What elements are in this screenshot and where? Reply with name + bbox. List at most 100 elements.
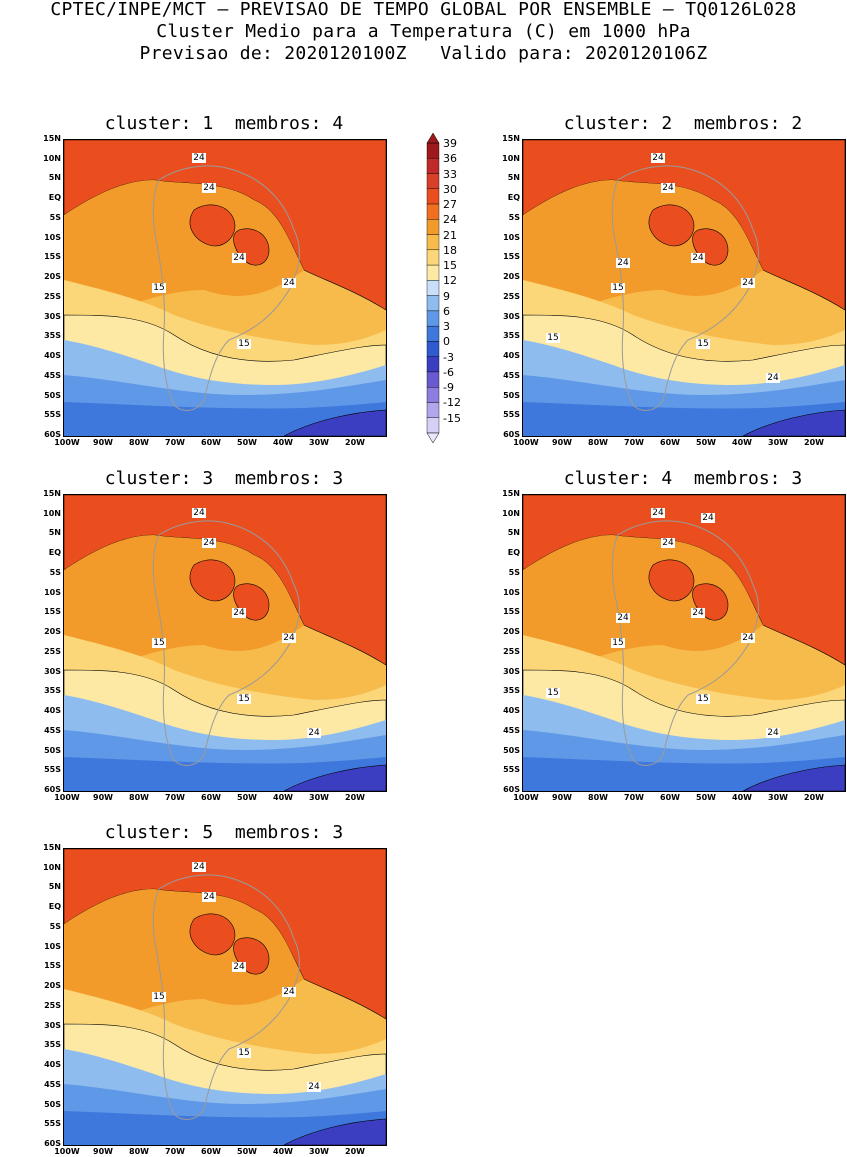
x-tick-label: 80W (129, 793, 149, 802)
contour-label-24: 24 (766, 728, 780, 738)
figure-title-line1: CPTEC/INPE/MCT — PREVISAO DE TEMPO GLOBA… (50, 0, 797, 20)
x-tick-label: 50W (696, 438, 716, 447)
y-tick-label: 35S (44, 686, 61, 696)
svg-text:24: 24 (233, 962, 245, 972)
contour-label-15: 15 (237, 339, 251, 349)
y-tick-label: 60S (503, 430, 520, 439)
y-tick-label: 20S (503, 272, 520, 282)
contour-label-24: 24 (307, 1082, 321, 1092)
svg-text:24: 24 (767, 373, 779, 383)
y-tick-label: 20S (44, 981, 61, 991)
contour-label-15: 15 (237, 1048, 251, 1058)
temperature-map-4: 15 15 15 24 24 24 24 24 24 24 (523, 495, 845, 791)
svg-text:24: 24 (203, 892, 215, 902)
x-tick-label: 100W (54, 438, 80, 447)
colorbar-tick-label: 24 (443, 213, 457, 227)
x-tick-label: 20W (804, 438, 824, 447)
y-tick-label: 50S (44, 745, 61, 755)
x-tick-label: 20W (345, 1147, 365, 1156)
colorbar-swatch (426, 371, 440, 388)
svg-text:24: 24 (193, 153, 205, 163)
y-tick-label: 10S (44, 941, 61, 951)
svg-text:24: 24 (203, 183, 215, 193)
contour-label-24: 24 (651, 153, 665, 163)
colorbar-tick-label: 33 (443, 167, 457, 181)
colorbar-swatch (426, 173, 440, 189)
y-tick-label: 25S (44, 1000, 61, 1010)
contour-label-24: 24 (616, 258, 630, 268)
y-tick-label: 15S (503, 607, 520, 617)
colorbar-tick-label: 12 (443, 274, 457, 288)
svg-text:15: 15 (238, 339, 249, 349)
y-tick-label: 50S (503, 390, 520, 400)
y-tick-label: 40S (44, 351, 61, 361)
x-tick-label: 100W (513, 793, 539, 802)
svg-text:15: 15 (547, 688, 558, 698)
y-tick-label: 5N (48, 173, 61, 183)
y-tick-label: 45S (44, 370, 61, 380)
colorbar-swatch (426, 234, 440, 251)
y-tick-label: 60S (44, 430, 61, 439)
svg-text:15: 15 (153, 638, 164, 648)
y-tick-label: 50S (503, 745, 520, 755)
contour-label-24: 24 (282, 278, 296, 288)
x-tick-label: 30W (768, 438, 788, 447)
panel-title-1: cluster: 1 membros: 4 (104, 113, 344, 134)
colorbar-tick-label: 30 (443, 182, 457, 196)
y-tick-label: 10N (502, 508, 520, 518)
svg-text:24: 24 (742, 633, 754, 643)
y-tick-label: 10S (503, 232, 520, 242)
y-tick-label: 30S (503, 666, 520, 676)
contour-label-24: 24 (232, 608, 246, 618)
y-tick-label: EQ (507, 193, 520, 203)
x-tick-label: 50W (237, 438, 257, 447)
svg-text:24: 24 (767, 728, 779, 738)
y-tick-label: 10S (44, 232, 61, 242)
y-tick-label: 60S (44, 785, 61, 794)
temperature-map-5: 15 15 24 24 24 24 24 (64, 849, 386, 1145)
y-tick-label: 55S (503, 410, 520, 420)
contour-label-24: 24 (741, 278, 755, 288)
x-tick-label: 40W (732, 793, 752, 802)
colorbar-tick-label: -3 (443, 350, 454, 364)
colorbar-tick-label: -15 (443, 411, 461, 425)
x-tick-label: 30W (309, 438, 329, 447)
y-tick-label: 15N (43, 134, 61, 143)
y-tick-label: EQ (507, 548, 520, 558)
x-tick-label: 70W (165, 1147, 185, 1156)
x-tick-label: 90W (93, 793, 113, 802)
panel-title-4: cluster: 4 membros: 3 (563, 468, 803, 489)
svg-text:24: 24 (662, 538, 674, 548)
x-tick-label: 20W (345, 438, 365, 447)
svg-text:15: 15 (697, 339, 708, 349)
y-tick-label: 50S (44, 390, 61, 400)
y-tick-label: 45S (44, 725, 61, 735)
svg-text:24: 24 (692, 608, 704, 618)
contour-label-24: 24 (651, 508, 665, 518)
x-tick-label: 40W (273, 1147, 293, 1156)
y-tick-label: 15N (43, 843, 61, 852)
y-tick-label: 15S (44, 961, 61, 971)
y-tick-label: 15N (502, 489, 520, 498)
colorbar-swatch (426, 387, 440, 403)
y-tick-label: 5N (48, 528, 61, 538)
colorbar-swatch (426, 341, 440, 357)
x-tick-label: 30W (309, 793, 329, 802)
svg-text:15: 15 (238, 1048, 249, 1058)
y-tick-label: 60S (44, 1139, 61, 1148)
svg-text:15: 15 (238, 694, 249, 704)
svg-text:24: 24 (617, 258, 629, 268)
svg-text:24: 24 (283, 633, 295, 643)
y-tick-label: 5N (507, 528, 520, 538)
x-tick-label: 40W (732, 438, 752, 447)
contour-label-24: 24 (232, 253, 246, 263)
x-tick-label: 30W (309, 1147, 329, 1156)
panel-title-2: cluster: 2 membros: 2 (563, 113, 803, 134)
y-tick-label: 10N (43, 508, 61, 518)
x-tick-label: 60W (201, 1147, 221, 1156)
svg-text:24: 24 (692, 253, 704, 263)
svg-text:24: 24 (652, 153, 664, 163)
colorbar-tick-label: -6 (443, 365, 454, 379)
y-tick-label: 10S (44, 587, 61, 597)
contour-label-24: 24 (192, 508, 206, 518)
